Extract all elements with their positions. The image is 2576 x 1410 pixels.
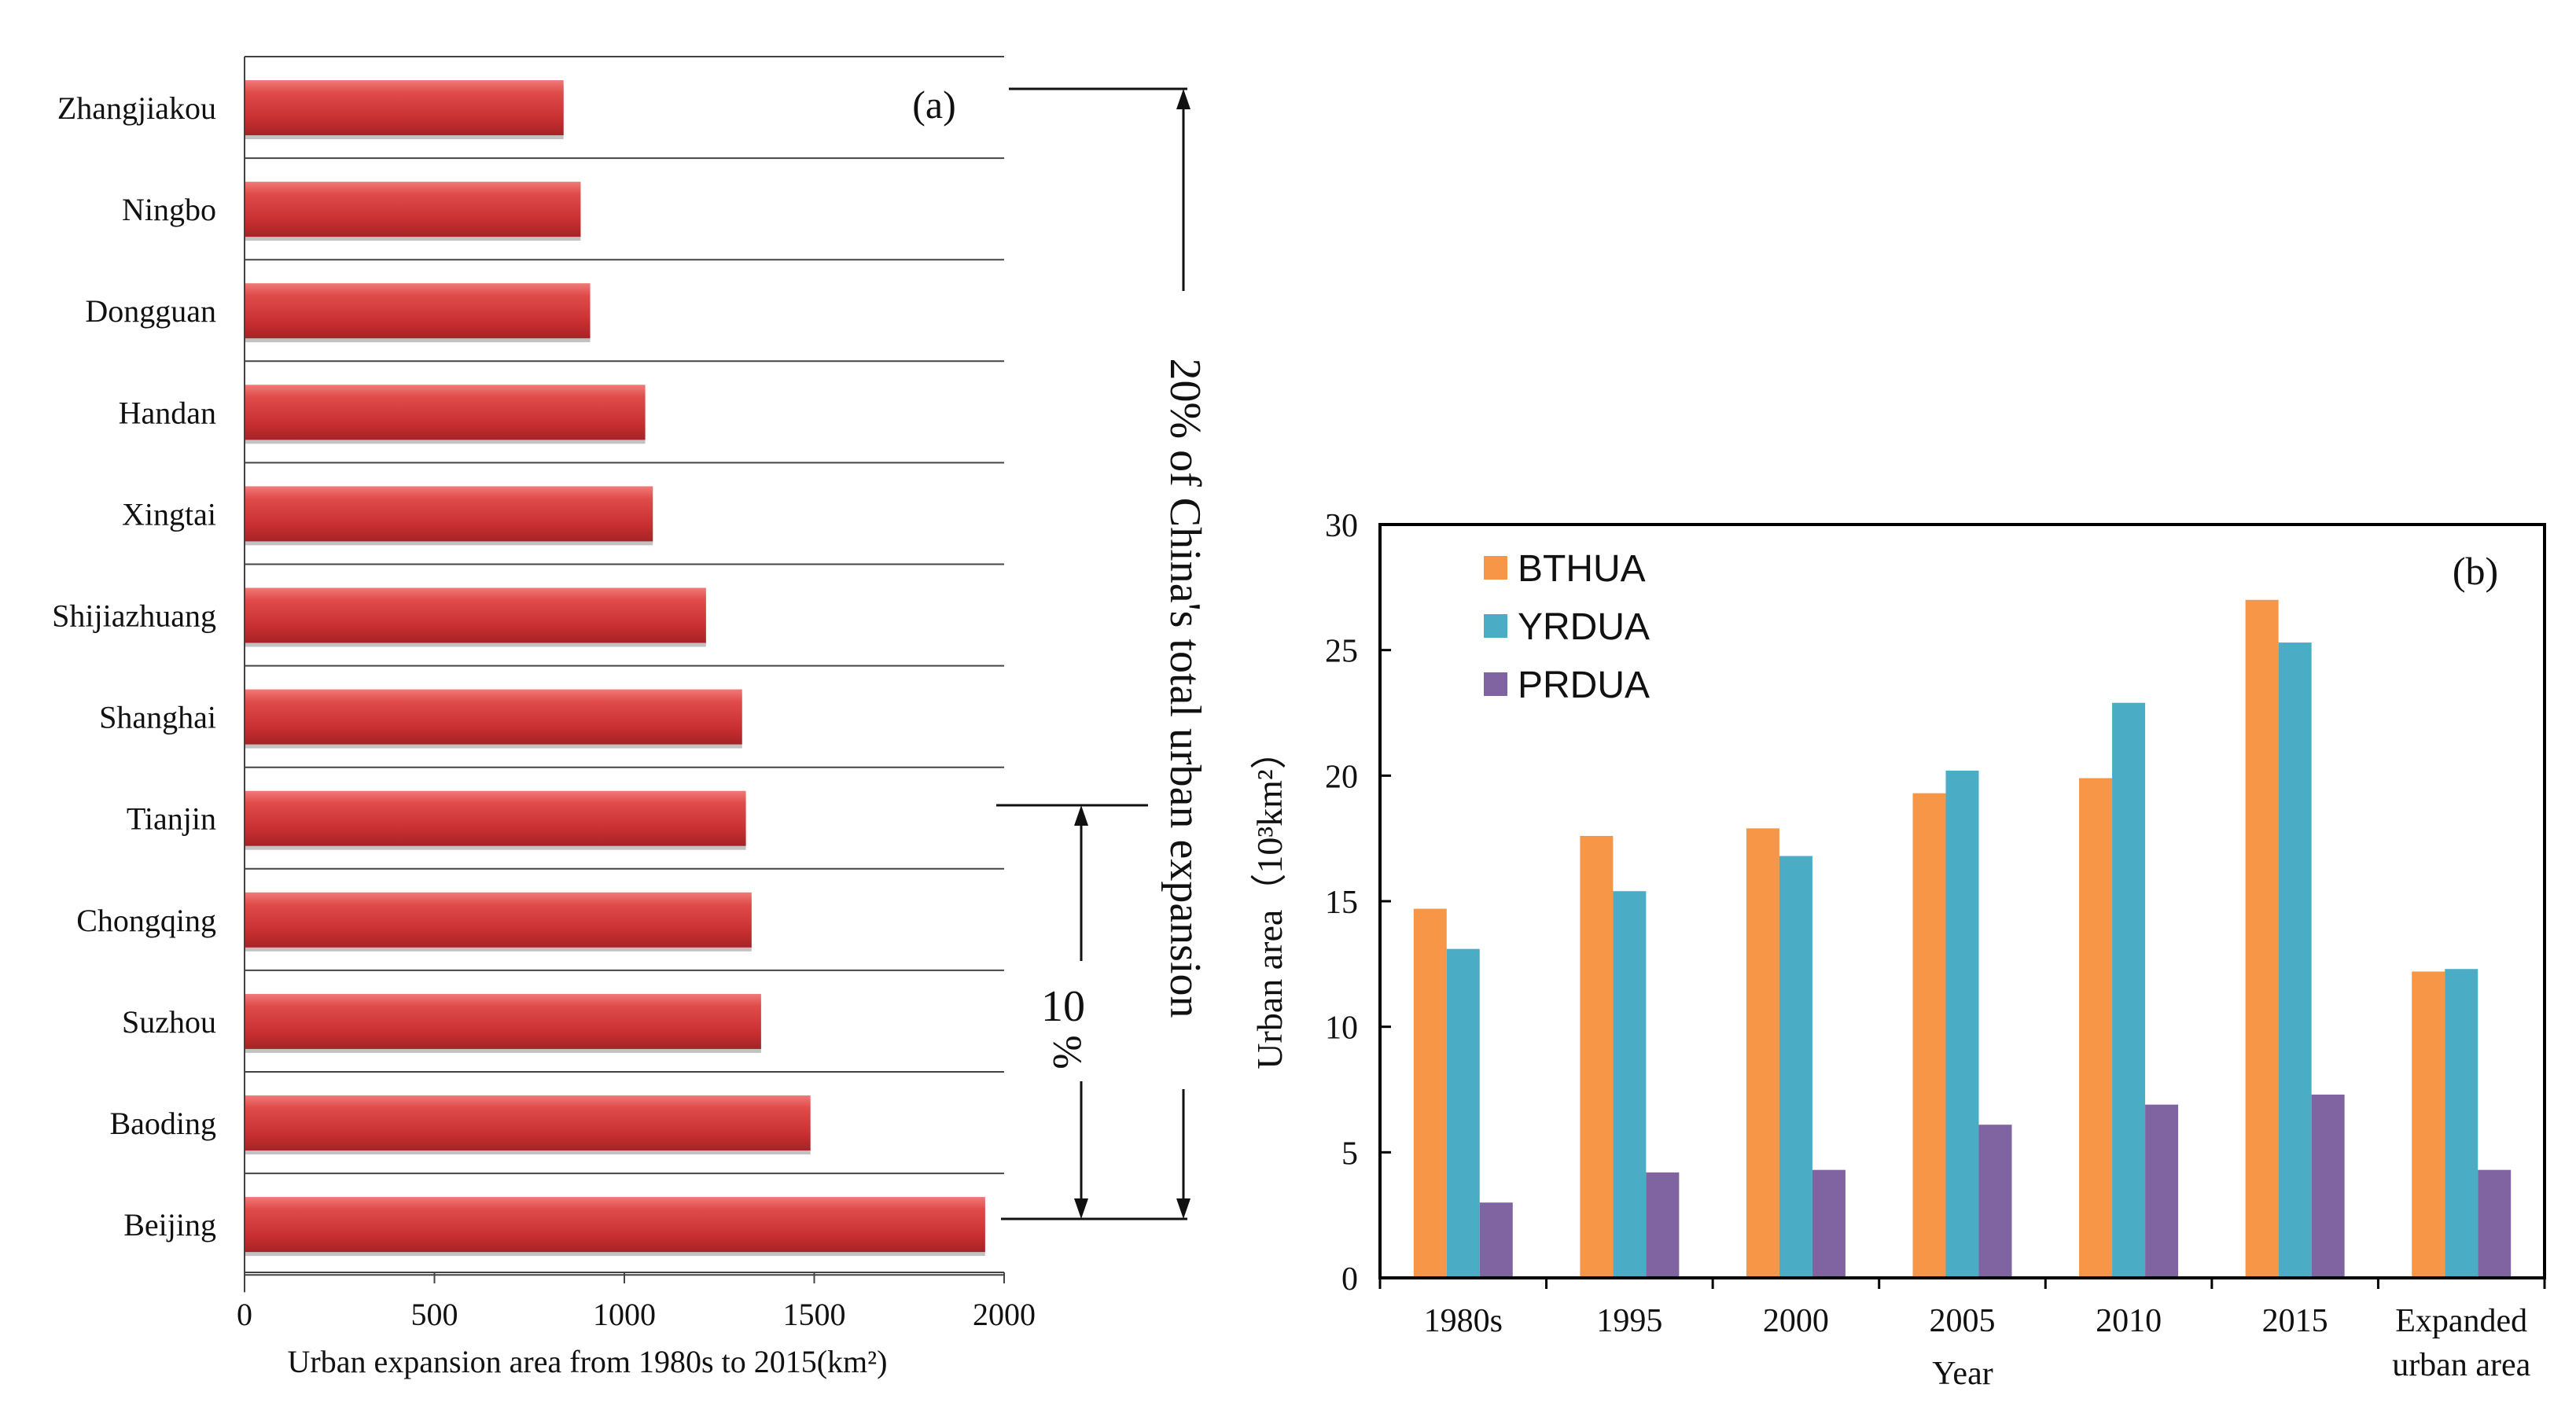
bar-bthua-1980s xyxy=(1413,908,1447,1278)
bar-yrdua-2010 xyxy=(2112,702,2146,1278)
bar-prdua-2010 xyxy=(2145,1104,2179,1278)
bar-yrdua-1995 xyxy=(1613,891,1647,1278)
y-axis-title: Urban area（10³km²） xyxy=(1249,733,1290,1069)
x-axis-title: Urban expansion area from 1980s to 2015(… xyxy=(288,1344,888,1379)
arrowhead xyxy=(1176,1198,1190,1219)
category-label: Zhangjiakou xyxy=(57,90,216,126)
bar-zhangjiakou xyxy=(245,80,564,135)
bar-yrdua-2015 xyxy=(2278,642,2312,1278)
x-tick-label: 2010 xyxy=(2096,1303,2162,1339)
category-label: Xingtai xyxy=(122,496,216,532)
bar-prdua-1995 xyxy=(1646,1172,1680,1278)
x-tick-label: 1980s xyxy=(1424,1303,1503,1339)
bar-prdua-expanded xyxy=(2478,1169,2512,1278)
legend-swatch-yrdua xyxy=(1484,614,1507,638)
bar-chongqing xyxy=(245,892,752,948)
x-tick-label: 2005 xyxy=(1930,1303,1996,1339)
category-label: Dongguan xyxy=(85,293,216,329)
bar-prdua-2000 xyxy=(1812,1169,1846,1278)
x-tick-label: 2000 xyxy=(1763,1303,1829,1339)
panel-label-a: (a) xyxy=(912,83,956,127)
category-label: Suzhou xyxy=(122,1004,216,1040)
bar-yrdua-2000 xyxy=(1779,856,1812,1278)
bar-yrdua-2005 xyxy=(1945,770,1979,1278)
bar-yrdua-1980s xyxy=(1446,948,1480,1278)
legend-label: PRDUA xyxy=(1518,665,1650,706)
arrowhead xyxy=(1074,805,1088,826)
y-tick-label: 5 xyxy=(1341,1136,1358,1172)
y-tick-label: 25 xyxy=(1325,634,1358,670)
category-label: Shijiazhuang xyxy=(52,598,216,634)
bar-shanghai xyxy=(245,689,742,745)
legend-swatch-prdua xyxy=(1484,672,1507,696)
x-tick-label: 0 xyxy=(237,1297,252,1332)
x-tick-label: 2000 xyxy=(973,1297,1036,1332)
category-label: Beijing xyxy=(123,1207,216,1242)
y-tick-label: 30 xyxy=(1325,508,1358,544)
bar-bthua-1995 xyxy=(1580,835,1614,1278)
bar-prdua-1980s xyxy=(1479,1202,1513,1278)
category-label: Ningbo xyxy=(122,192,216,227)
bar-handan xyxy=(245,385,646,440)
category-label: Chongqing xyxy=(76,903,216,938)
panel-label-b: (b) xyxy=(2453,549,2498,593)
bar-suzhou xyxy=(245,993,761,1049)
category-label: Tianjin xyxy=(127,801,216,837)
y-tick-label: 15 xyxy=(1325,885,1358,921)
x-tick-label: Expanded xyxy=(2395,1303,2527,1339)
legend-label: BTHUA xyxy=(1518,548,1646,590)
legend-label: YRDUA xyxy=(1518,606,1650,648)
arrowhead xyxy=(1074,1198,1088,1219)
bar-prdua-2015 xyxy=(2311,1094,2345,1278)
bar-bthua-2005 xyxy=(1912,793,1946,1278)
bar-bthua-2015 xyxy=(2245,599,2279,1278)
legend: BTHUA YRDUA PRDUA xyxy=(1484,548,1650,706)
bar-baoding xyxy=(245,1095,811,1150)
bar-tianjin xyxy=(245,790,746,846)
share-brackets: 20% of China's total urban expansion 10% xyxy=(996,87,1209,1220)
legend-swatch-bthua xyxy=(1484,556,1507,580)
x-axis-title: Year xyxy=(1932,1356,1993,1392)
bracket-10-number: 10 xyxy=(1041,982,1085,1031)
bar-bthua-expanded xyxy=(2412,971,2445,1278)
category-label: Shanghai xyxy=(99,700,216,735)
y-tick-label: 10 xyxy=(1325,1011,1358,1047)
bar-xingtai xyxy=(245,486,653,542)
x-tick-label: 2015 xyxy=(2262,1303,2328,1339)
bar-ningbo xyxy=(245,182,581,237)
x-tick-label: 1000 xyxy=(593,1297,656,1332)
bar-bthua-2010 xyxy=(2079,778,2113,1278)
bar-bthua-2000 xyxy=(1746,828,1779,1278)
arrowhead xyxy=(1176,89,1190,109)
bar-yrdua-expanded xyxy=(2445,969,2478,1278)
bar-chart-a: Zhangjiakou Ningbo Dongguan Handan Xingtai Sh… xyxy=(52,56,1209,1379)
y-tick-label: 20 xyxy=(1325,759,1358,795)
bar-prdua-2005 xyxy=(1978,1125,2012,1278)
bracket-20-label: 20% of China's total urban expansion xyxy=(1161,358,1209,1018)
bar-beijing xyxy=(245,1197,985,1253)
bar-shijiazhuang xyxy=(245,587,706,643)
x-tick-label: 500 xyxy=(411,1297,458,1332)
x-tick-label: 1995 xyxy=(1596,1303,1662,1339)
bar-dongguan xyxy=(245,283,591,339)
bar-chart-b: 0 5 10 15 20 25 30 1980s 1995 2000 2005 2010 2015 Exp… xyxy=(1249,508,2546,1392)
category-label: Baoding xyxy=(109,1106,216,1141)
x-tick-label: 1500 xyxy=(783,1297,846,1332)
y-tick-label: 0 xyxy=(1341,1261,1358,1298)
x-tick-label: urban area xyxy=(2392,1347,2530,1383)
category-label: Handan xyxy=(119,395,216,430)
bracket-10-percent: % xyxy=(1044,1035,1089,1069)
